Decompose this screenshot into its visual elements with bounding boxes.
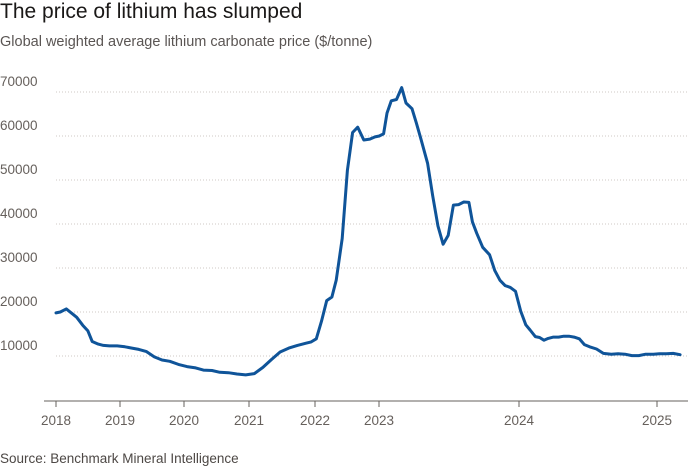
x-tick-label: 2025 (642, 413, 672, 428)
source-note: Source: Benchmark Mineral Intelligence (0, 451, 239, 466)
y-tick-label: 50000 (0, 162, 38, 177)
chart-subtitle: Global weighted average lithium carbonat… (0, 34, 373, 50)
x-ticks: 2018 2019 2020 2021 2022 2023 2024 2025 (41, 401, 672, 428)
series-line-0 (54, 86, 682, 377)
x-tick-label: 2021 (234, 413, 264, 428)
chart-title: The price of lithium has slumped (0, 0, 303, 23)
y-tick-label: 30000 (0, 250, 38, 265)
y-tick-label: 40000 (0, 206, 38, 221)
y-tick-label: 10000 (0, 338, 38, 353)
x-tick-label: 2023 (364, 413, 394, 428)
x-tick-label: 2022 (300, 413, 330, 428)
y-tick-label: 20000 (0, 294, 38, 309)
y-tick-label: 70000 (0, 74, 38, 89)
x-tick-label: 2024 (504, 413, 535, 428)
y-tick-labels: 10000 20000 30000 40000 50000 60000 70000 (0, 74, 38, 353)
x-tick-label: 2018 (41, 413, 71, 428)
series-group (54, 86, 682, 377)
grid-lines (56, 91, 688, 357)
y-tick-label: 60000 (0, 118, 38, 133)
x-tick-label: 2019 (105, 413, 135, 428)
x-tick-label: 2020 (169, 413, 199, 428)
